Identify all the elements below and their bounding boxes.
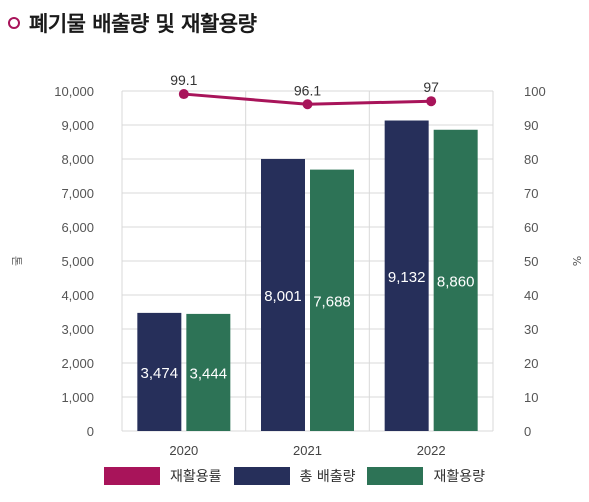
- y2-axis-title: %: [570, 256, 583, 266]
- y-axis-title: 톤: [10, 256, 23, 266]
- y-tick-label: 5,000: [61, 254, 94, 269]
- y2-tick-label: 20: [524, 356, 538, 371]
- bar-value-label: 7,688: [313, 293, 351, 310]
- bar-value-label: 3,444: [190, 365, 228, 382]
- bar-recycled: [186, 313, 231, 431]
- rate-value-label: 97: [423, 79, 439, 95]
- y-tick-label: 6,000: [61, 220, 94, 235]
- y-tick-label: 1,000: [61, 390, 94, 405]
- y2-tick-label: 50: [524, 254, 538, 269]
- y-tick-label: 0: [87, 424, 94, 439]
- page-title: 폐기물 배출량 및 재활용량: [29, 12, 257, 36]
- bar-recycled: [433, 129, 478, 431]
- rate-value-label: 96.1: [294, 82, 321, 98]
- y-tick-label: 7,000: [61, 186, 94, 201]
- y-tick-label: 3,000: [61, 322, 94, 337]
- y2-tick-label: 40: [524, 288, 538, 303]
- y2-tick-label: 70: [524, 186, 538, 201]
- y-tick-label: 4,000: [61, 288, 94, 303]
- bar-value-label: 8,001: [264, 288, 302, 305]
- bar-emission: [261, 158, 305, 431]
- legend-swatch-rate: [103, 467, 160, 485]
- bar-value-label: 9,132: [388, 269, 426, 286]
- chart-header: 폐기물 배출량 및 재활용량: [8, 8, 257, 38]
- x-tick-label: 2021: [293, 443, 322, 458]
- bar-emission: [384, 120, 429, 432]
- legend-label-emission: 총 배출량: [299, 469, 356, 485]
- y-tick-label: 9,000: [61, 118, 94, 133]
- rate-value-label: 99.1: [170, 72, 197, 88]
- y-tick-label: 8,000: [61, 152, 94, 167]
- legend-item-rate[interactable]: 재활용률: [103, 466, 222, 486]
- rate-point: [302, 99, 313, 110]
- bar-emission: [137, 312, 182, 431]
- y2-tick-label: 10: [524, 390, 538, 405]
- y2-tick-label: 30: [524, 322, 538, 337]
- y-tick-label: 2,000: [61, 356, 94, 371]
- legend-label-rate: 재활용률: [169, 469, 222, 485]
- rate-point: [426, 96, 437, 107]
- legend-swatch-recycled: [367, 467, 424, 485]
- bar-value-label: 8,860: [437, 273, 475, 290]
- y2-tick-label: 60: [524, 220, 538, 235]
- y2-tick-label: 100: [524, 84, 546, 99]
- y2-tick-label: 90: [524, 118, 538, 133]
- waste-chart: 0 0 1,000 10 2,000 20 3,000 30 4,000 40 5,000 50 6,0…: [10, 72, 583, 458]
- rate-point: [178, 89, 189, 100]
- y-tick-label: 10,000: [54, 84, 94, 99]
- legend-item-recycled[interactable]: 재활용량: [367, 466, 485, 486]
- x-tick-label: 2022: [417, 443, 446, 458]
- x-tick-label: 2020: [169, 443, 198, 458]
- legend-swatch-emission: [233, 467, 290, 485]
- chart-legend: 재활용률 총 배출량 재활용량: [0, 466, 589, 486]
- legend-item-emission[interactable]: 총 배출량: [233, 466, 356, 486]
- bar-value-label: 3,474: [141, 365, 179, 382]
- bar-recycled: [310, 169, 354, 431]
- legend-label-recycled: 재활용량: [433, 469, 486, 485]
- y2-tick-label: 0: [524, 424, 531, 439]
- y2-tick-label: 80: [524, 152, 538, 167]
- title-bullet-icon: [8, 17, 20, 29]
